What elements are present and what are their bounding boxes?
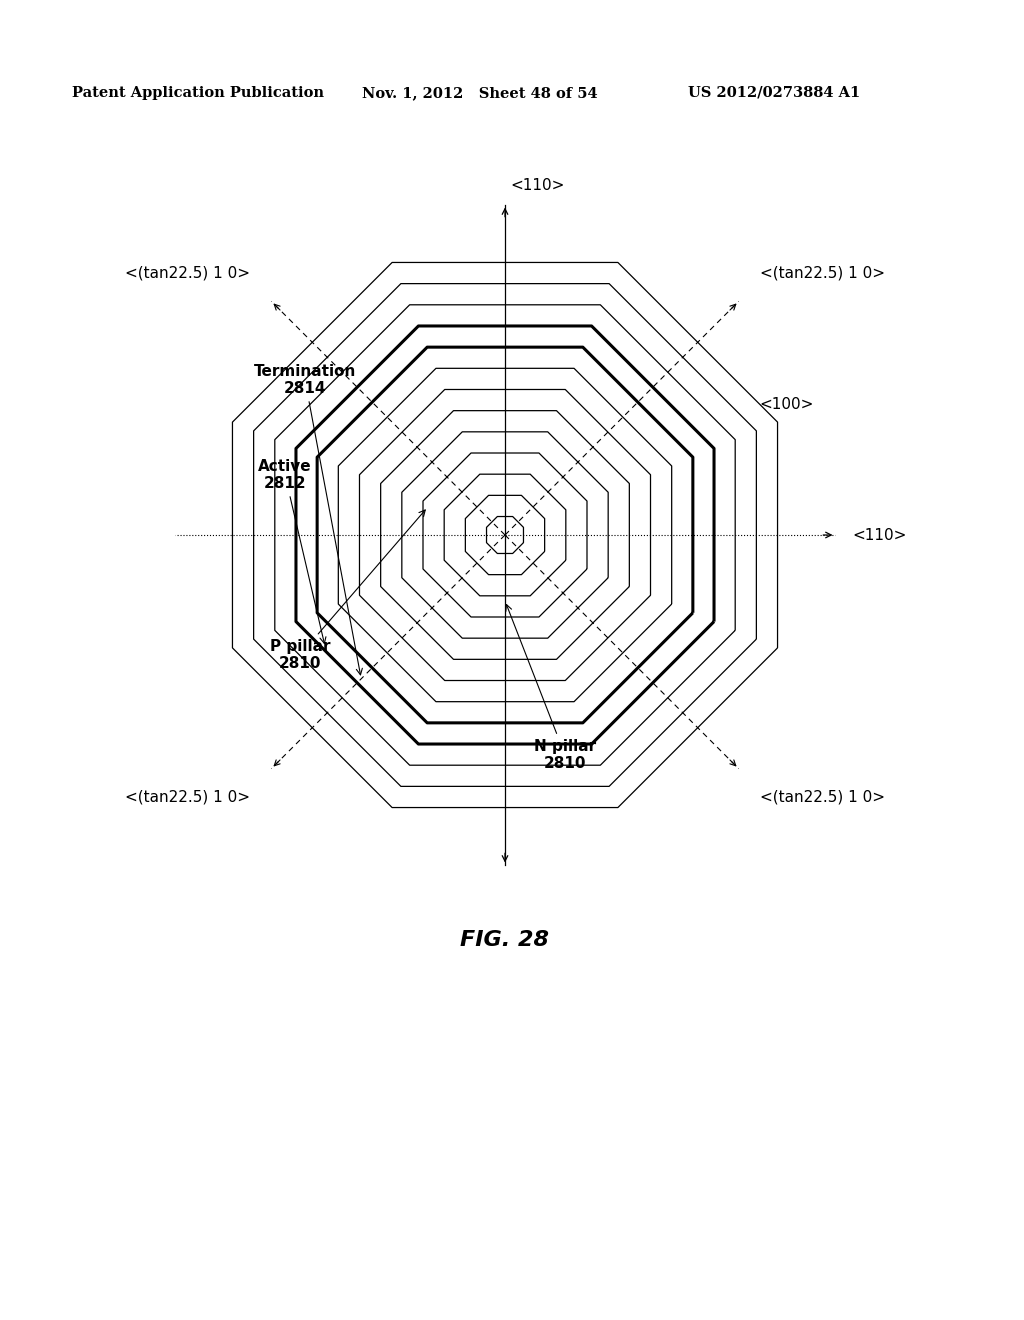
Text: <110>: <110> bbox=[510, 178, 564, 193]
Text: Patent Application Publication: Patent Application Publication bbox=[72, 86, 324, 100]
Text: Termination
2814: Termination 2814 bbox=[254, 364, 362, 675]
Text: P pillar
2810: P pillar 2810 bbox=[269, 510, 425, 671]
Text: US 2012/0273884 A1: US 2012/0273884 A1 bbox=[688, 86, 860, 100]
Text: <100>: <100> bbox=[760, 397, 814, 412]
Text: N pillar
2810: N pillar 2810 bbox=[506, 605, 596, 771]
Text: Active
2812: Active 2812 bbox=[258, 459, 326, 643]
Text: FIG. 28: FIG. 28 bbox=[461, 931, 550, 950]
Text: <(tan22.5) 1 0>: <(tan22.5) 1 0> bbox=[760, 789, 885, 805]
Text: <(tan22.5) 1 0>: <(tan22.5) 1 0> bbox=[760, 265, 885, 280]
Text: Nov. 1, 2012   Sheet 48 of 54: Nov. 1, 2012 Sheet 48 of 54 bbox=[362, 86, 598, 100]
Text: <110>: <110> bbox=[852, 528, 907, 543]
Text: <(tan22.5) 1 0>: <(tan22.5) 1 0> bbox=[125, 789, 250, 805]
Text: <(tan22.5) 1 0>: <(tan22.5) 1 0> bbox=[125, 265, 250, 280]
